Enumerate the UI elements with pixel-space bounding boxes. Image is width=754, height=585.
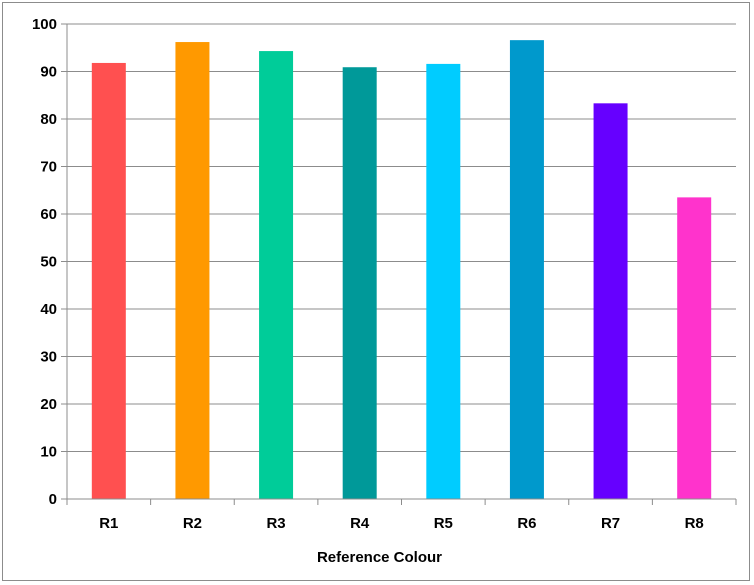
y-tick-label: 0 xyxy=(49,491,57,508)
x-axis-title: Reference Colour xyxy=(317,549,442,566)
bars xyxy=(91,40,712,500)
y-tick-label: 100 xyxy=(32,16,57,33)
bar-r7 xyxy=(593,103,628,499)
x-tick-label: R7 xyxy=(601,515,620,532)
bar-r6 xyxy=(509,40,544,500)
y-tick-label: 40 xyxy=(40,301,57,318)
y-tick-label: 80 xyxy=(40,111,57,128)
x-tick-label: R2 xyxy=(183,515,202,532)
y-tick-labels: 0 10 20 30 40 50 60 70 80 90 100 xyxy=(32,16,57,508)
y-tick-label: 30 xyxy=(40,349,57,366)
gridlines xyxy=(67,23,736,452)
axes xyxy=(61,23,737,505)
bar-r4 xyxy=(342,67,377,499)
bar-r8 xyxy=(677,197,712,499)
y-tick-label: 70 xyxy=(40,159,57,176)
bar-r5 xyxy=(426,63,461,500)
bar-r3 xyxy=(259,51,294,499)
y-tick-label: 10 xyxy=(40,444,57,461)
x-tick-label: R5 xyxy=(434,515,453,532)
x-tick-label: R6 xyxy=(517,515,536,532)
x-tick-label: R8 xyxy=(685,515,704,532)
y-tick-label: 60 xyxy=(40,206,57,223)
x-tick-label: R3 xyxy=(266,515,285,532)
y-tick-label: 20 xyxy=(40,396,57,413)
x-tick-label: R1 xyxy=(99,515,118,532)
bar-r1 xyxy=(91,62,126,499)
x-tick-label: R4 xyxy=(350,515,370,532)
bar-r2 xyxy=(175,42,210,500)
y-tick-label: 50 xyxy=(40,254,57,271)
x-tick-labels: R1 R2 R3 R4 R5 R6 R7 R8 xyxy=(99,515,704,532)
y-tick-label: 90 xyxy=(40,64,57,81)
